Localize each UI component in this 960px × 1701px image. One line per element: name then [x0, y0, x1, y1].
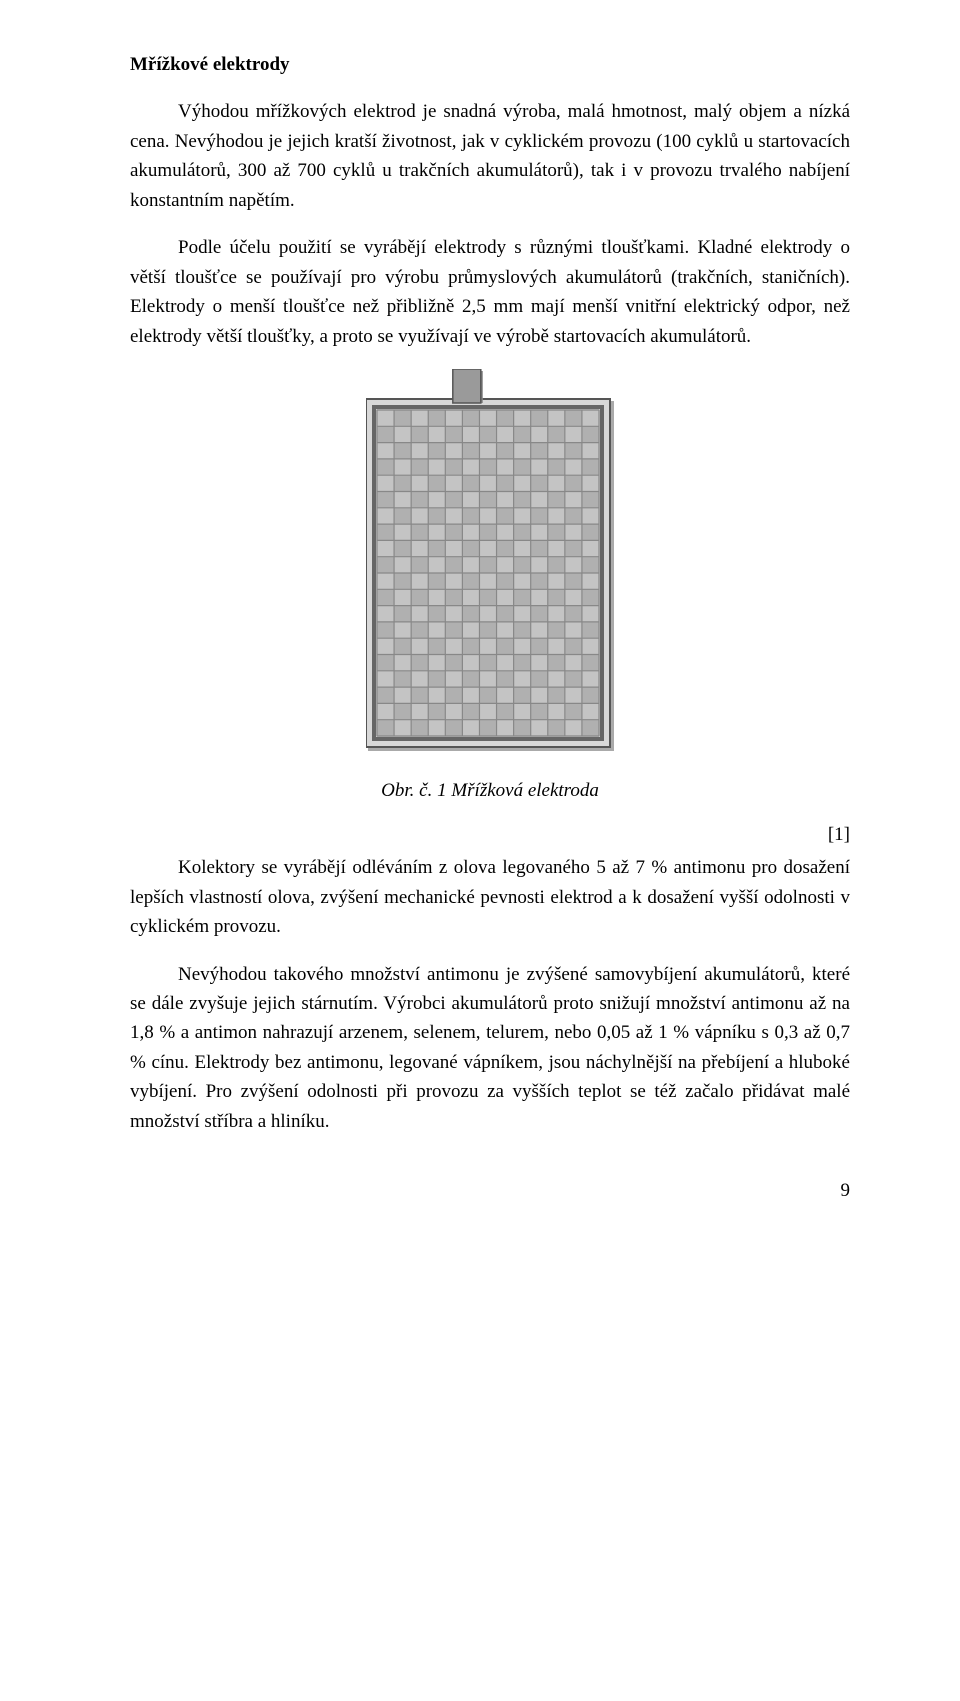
- page-number: 9: [130, 1176, 850, 1205]
- citation-marker: [1]: [130, 820, 850, 849]
- paragraph-third: Kolektory se vyrábějí odléváním z olova …: [130, 853, 850, 941]
- figure-caption: Obr. č. 1 Mřížková elektroda: [130, 776, 850, 805]
- electrode-grid-figure: [366, 369, 614, 751]
- section-heading: Mřížkové elektrody: [130, 50, 850, 79]
- figure-container: [130, 369, 850, 760]
- paragraph-fourth: Nevýhodou takového množství antimonu je …: [130, 960, 850, 1137]
- paragraph-intro: Výhodou mřížkových elektrod je snadná vý…: [130, 97, 850, 215]
- paragraph-second: Podle účelu použití se vyrábějí elektrod…: [130, 233, 850, 351]
